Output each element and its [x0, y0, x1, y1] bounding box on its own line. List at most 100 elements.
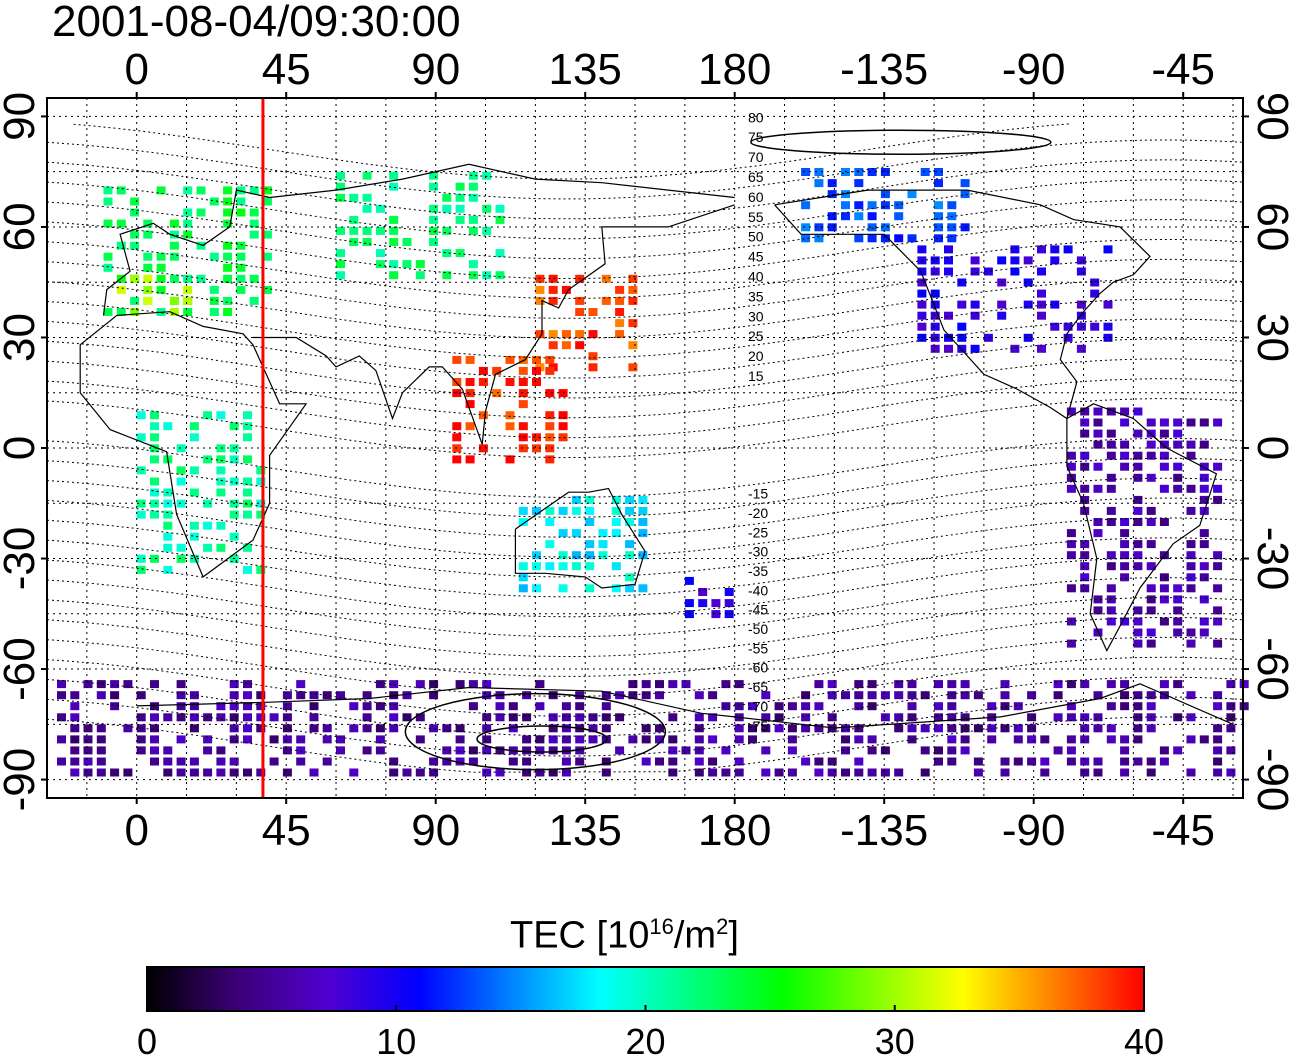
contour-label: 40: [748, 268, 764, 284]
contour-label: 65: [748, 169, 764, 185]
lat-label-right: -90: [1248, 748, 1292, 812]
tec-cell: [638, 529, 648, 538]
tec-cell: [1010, 344, 1020, 353]
tec-cell: [548, 713, 558, 722]
tec-cell: [57, 713, 66, 722]
tec-cell: [628, 691, 638, 700]
tec-cell: [1213, 606, 1223, 615]
tec-cell: [362, 238, 372, 246]
tec-cell: [545, 455, 555, 464]
tec-cell: [389, 691, 399, 700]
tec-cell: [452, 355, 462, 364]
frame-tick-marks: [41, 92, 1249, 804]
tec-cell: [482, 746, 492, 755]
contour-label: 20: [748, 348, 764, 364]
tec-cell: [455, 757, 465, 766]
tec-cell: [415, 260, 425, 269]
tec-cell: [625, 573, 635, 582]
tec-cell: [169, 241, 179, 250]
tec-cell: [1076, 344, 1086, 353]
tec-cell: [1199, 529, 1209, 538]
tec-cell: [1090, 322, 1100, 331]
tec-cell: [1103, 333, 1113, 342]
tec-cell: [1133, 451, 1143, 460]
tec-cell: [143, 285, 153, 294]
lat-label-left: 60: [0, 202, 44, 251]
tec-cell: [223, 186, 233, 195]
colorbar-label-unit-exponent: 2: [716, 914, 729, 939]
tec-cell: [389, 260, 399, 269]
tec-cell: [601, 757, 611, 766]
tec-cell: [495, 746, 505, 755]
tec-cell: [801, 713, 811, 722]
lon-label-bottom: 45: [262, 806, 311, 855]
tec-cell: [375, 204, 385, 213]
tec-cell: [907, 234, 917, 243]
tec-cell: [1199, 540, 1209, 549]
tec-cell: [243, 477, 252, 486]
tec-cell: [698, 599, 708, 608]
tec-cell: [375, 724, 385, 733]
tec-cell: [389, 724, 399, 733]
tec-cell: [545, 355, 555, 364]
tec-cell: [907, 691, 917, 700]
tec-cell: [336, 746, 345, 755]
tec-cell: [468, 215, 478, 224]
tec-cell: [854, 702, 864, 711]
tec-cell: [1213, 702, 1223, 711]
tec-cell: [1146, 691, 1156, 700]
tec-cell: [1080, 418, 1090, 427]
tec-cell: [724, 610, 734, 619]
tec-cell: [1023, 333, 1033, 342]
tec-cell: [1040, 757, 1050, 766]
tec-cell: [934, 168, 943, 176]
tec-cell: [455, 680, 465, 689]
tec-cell: [123, 680, 133, 689]
tec-cell: [1023, 300, 1033, 309]
tec-cell: [601, 691, 611, 700]
tec-cell: [827, 757, 837, 766]
tec-cell: [917, 245, 927, 254]
tec-cell: [867, 223, 877, 232]
tec-cell: [588, 713, 598, 722]
tec-cell: [930, 322, 940, 331]
tec-cell: [468, 746, 478, 755]
tec-cell: [1199, 462, 1209, 471]
tec-cell: [684, 599, 694, 608]
tec-cell: [236, 285, 246, 294]
tec-cell: [761, 768, 771, 777]
tec-cell: [920, 168, 930, 176]
tec-cell: [130, 230, 140, 239]
colorbar-tick-label: 40: [1124, 1021, 1164, 1057]
tec-cell: [814, 680, 824, 689]
tec-cell: [827, 713, 837, 722]
tec-cell: [189, 691, 199, 700]
magnetic-latitude-contour: [46, 378, 1244, 439]
tec-cell: [585, 584, 595, 593]
tec-cell: [854, 680, 864, 689]
tec-cell: [468, 702, 478, 711]
tec-cell: [518, 355, 528, 364]
colorbar-label-unit: /m: [673, 914, 717, 957]
tec-cell: [1066, 484, 1076, 493]
tec-cell: [375, 249, 385, 258]
tec-cell: [183, 219, 193, 228]
tec-cell: [96, 724, 106, 733]
tec-cell: [920, 691, 930, 700]
tec-cell: [1133, 606, 1143, 615]
tec-cell: [505, 455, 515, 464]
tec-cell: [1106, 451, 1116, 460]
magnetic-latitude-contour: [46, 258, 1244, 319]
tec-cell: [455, 204, 465, 213]
tec-cell: [561, 724, 571, 733]
colorbar-label-close: ]: [728, 914, 739, 957]
tec-cell: [615, 308, 625, 316]
tec-cell: [229, 455, 239, 464]
tec-cell: [1050, 300, 1060, 309]
tec-cell: [216, 543, 226, 552]
tec-cell: [216, 521, 226, 530]
tec-cell: [1133, 639, 1143, 648]
tec-cell: [894, 724, 904, 733]
tec-cell: [1133, 702, 1143, 711]
tec-cell: [442, 746, 452, 755]
